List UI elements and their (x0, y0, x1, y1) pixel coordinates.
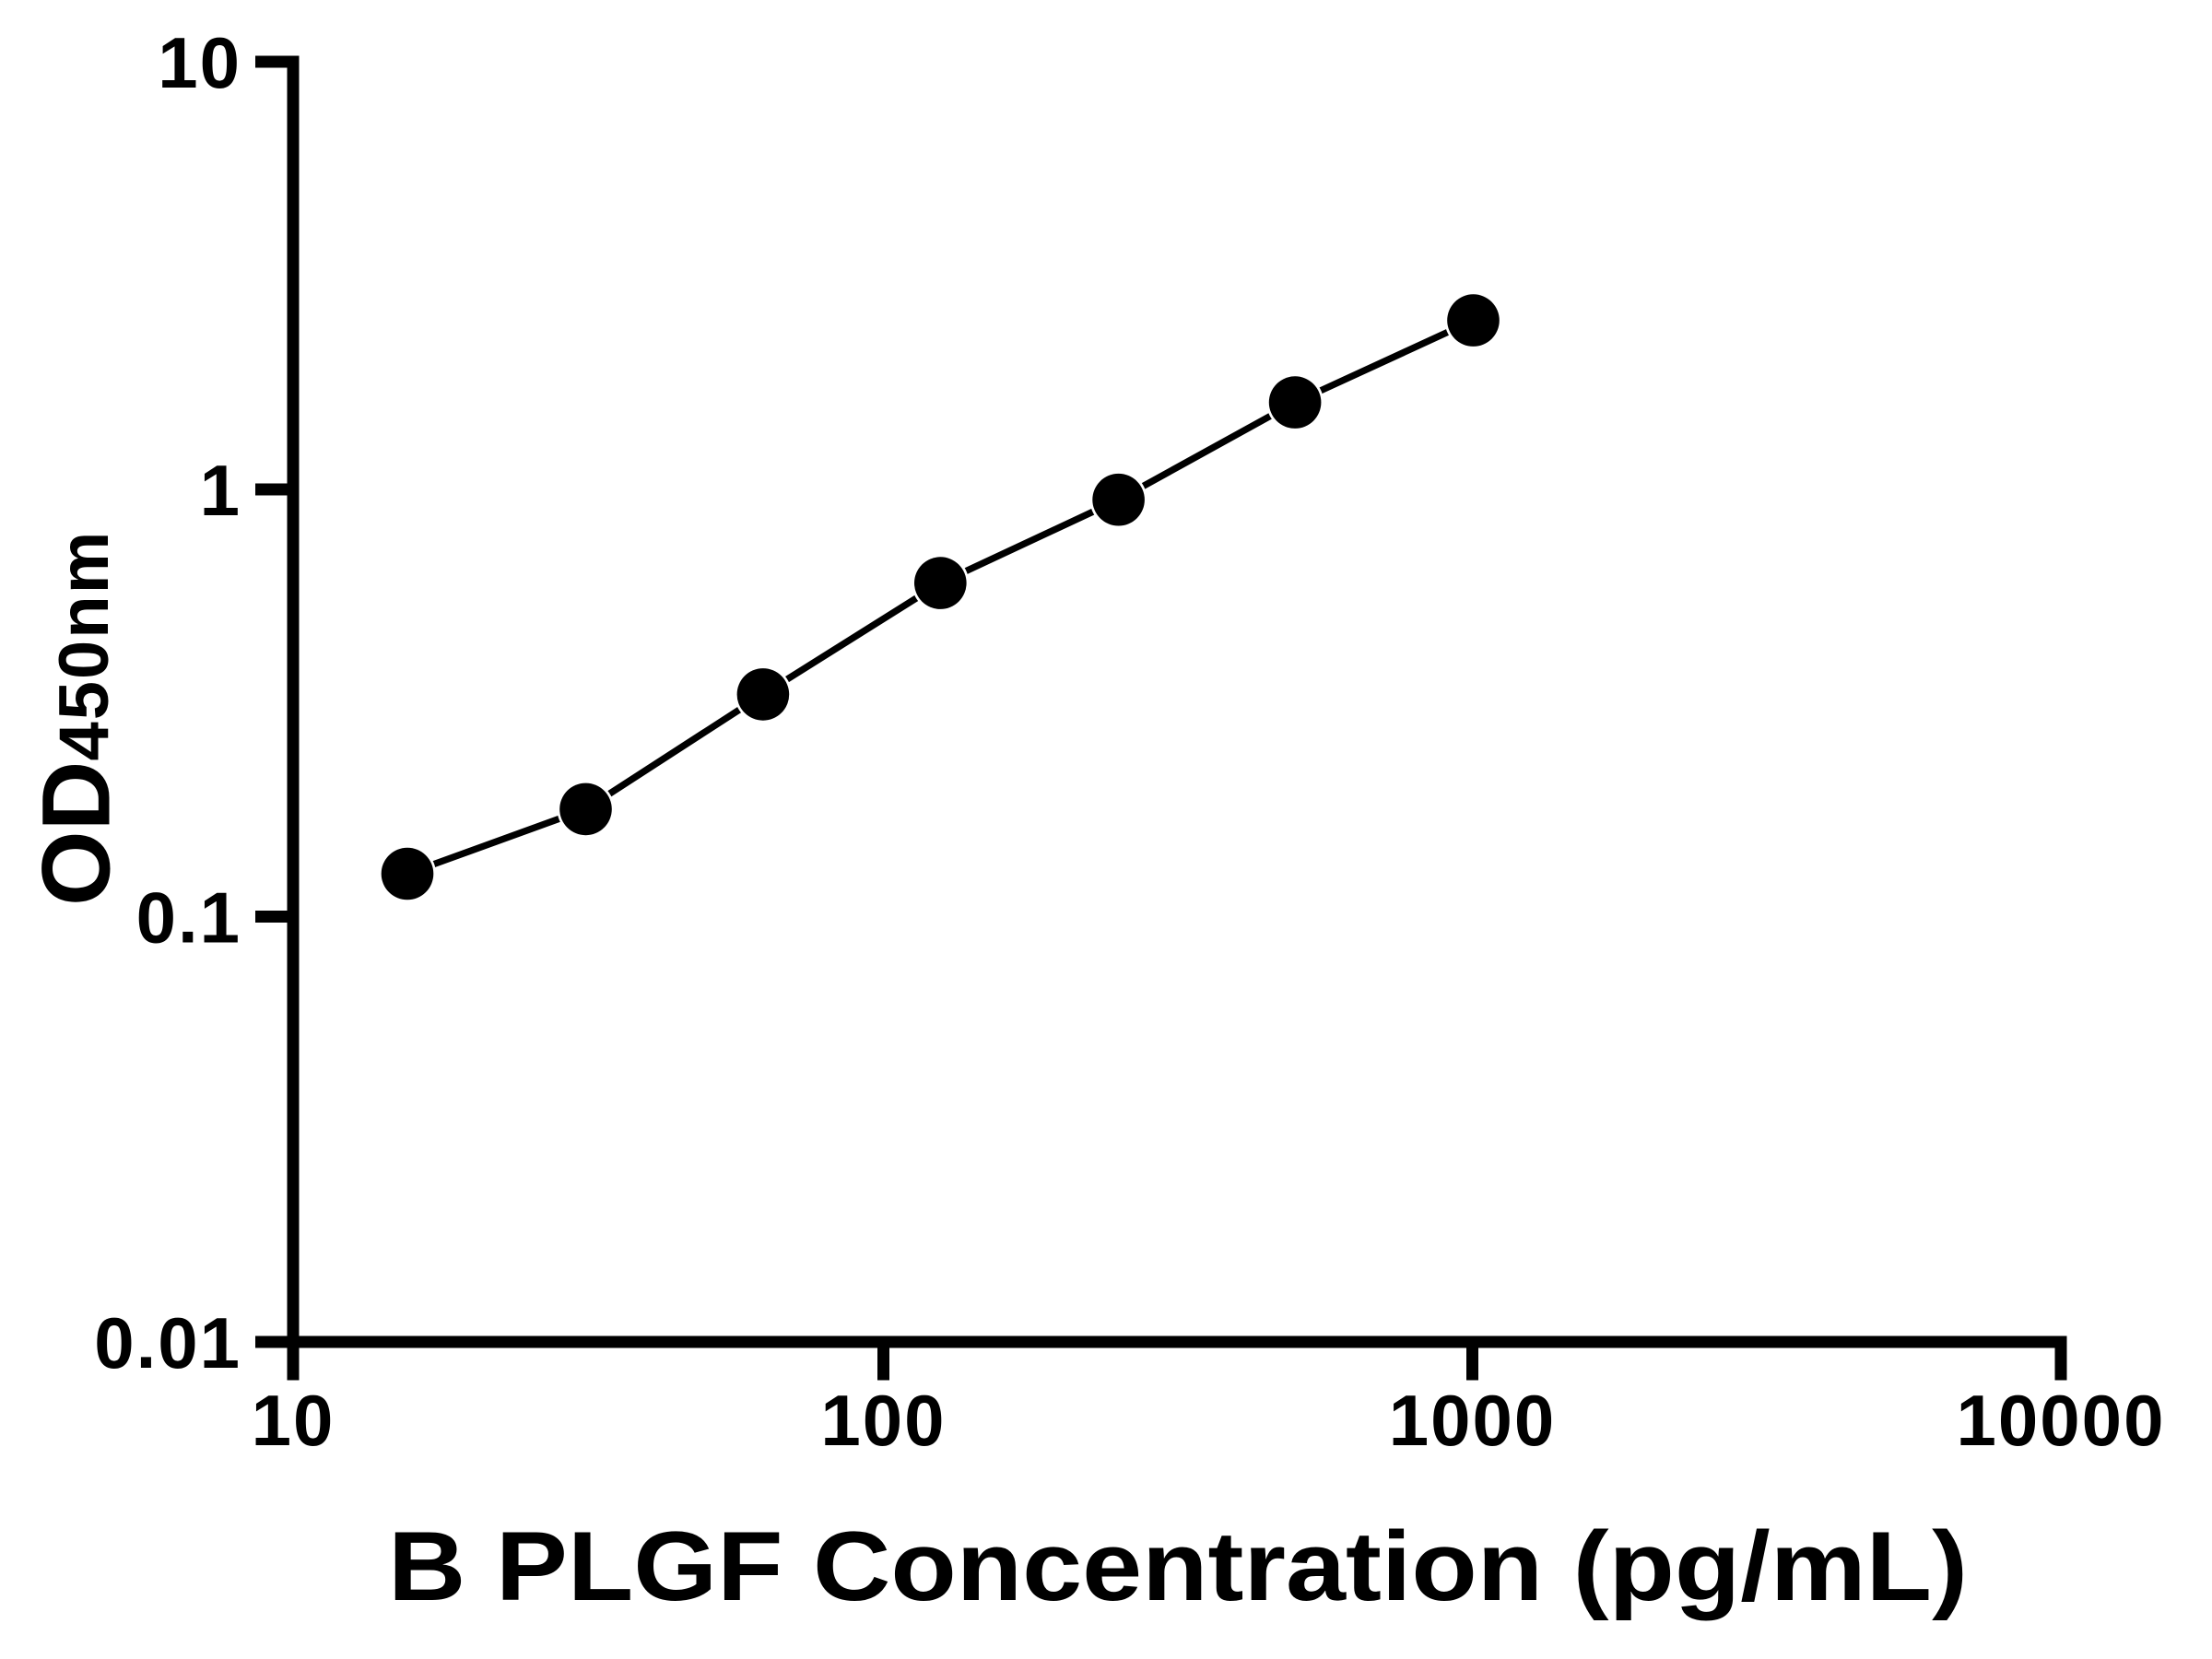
svg-text:450nm: 450nm (45, 530, 124, 761)
svg-text:1: 1 (200, 450, 241, 531)
svg-text:0.1: 0.1 (136, 877, 241, 959)
svg-text:0.01: 0.01 (94, 1302, 241, 1383)
svg-text:100: 100 (820, 1380, 946, 1461)
svg-text:OD: OD (23, 761, 131, 907)
svg-text:1000: 1000 (1389, 1380, 1557, 1461)
svg-text:B PLGF Concentration (pg/mL): B PLGF Concentration (pg/mL) (388, 1511, 1968, 1621)
svg-text:10: 10 (252, 1380, 335, 1461)
svg-text:10: 10 (158, 22, 241, 103)
svg-text:10000: 10000 (1957, 1380, 2166, 1461)
